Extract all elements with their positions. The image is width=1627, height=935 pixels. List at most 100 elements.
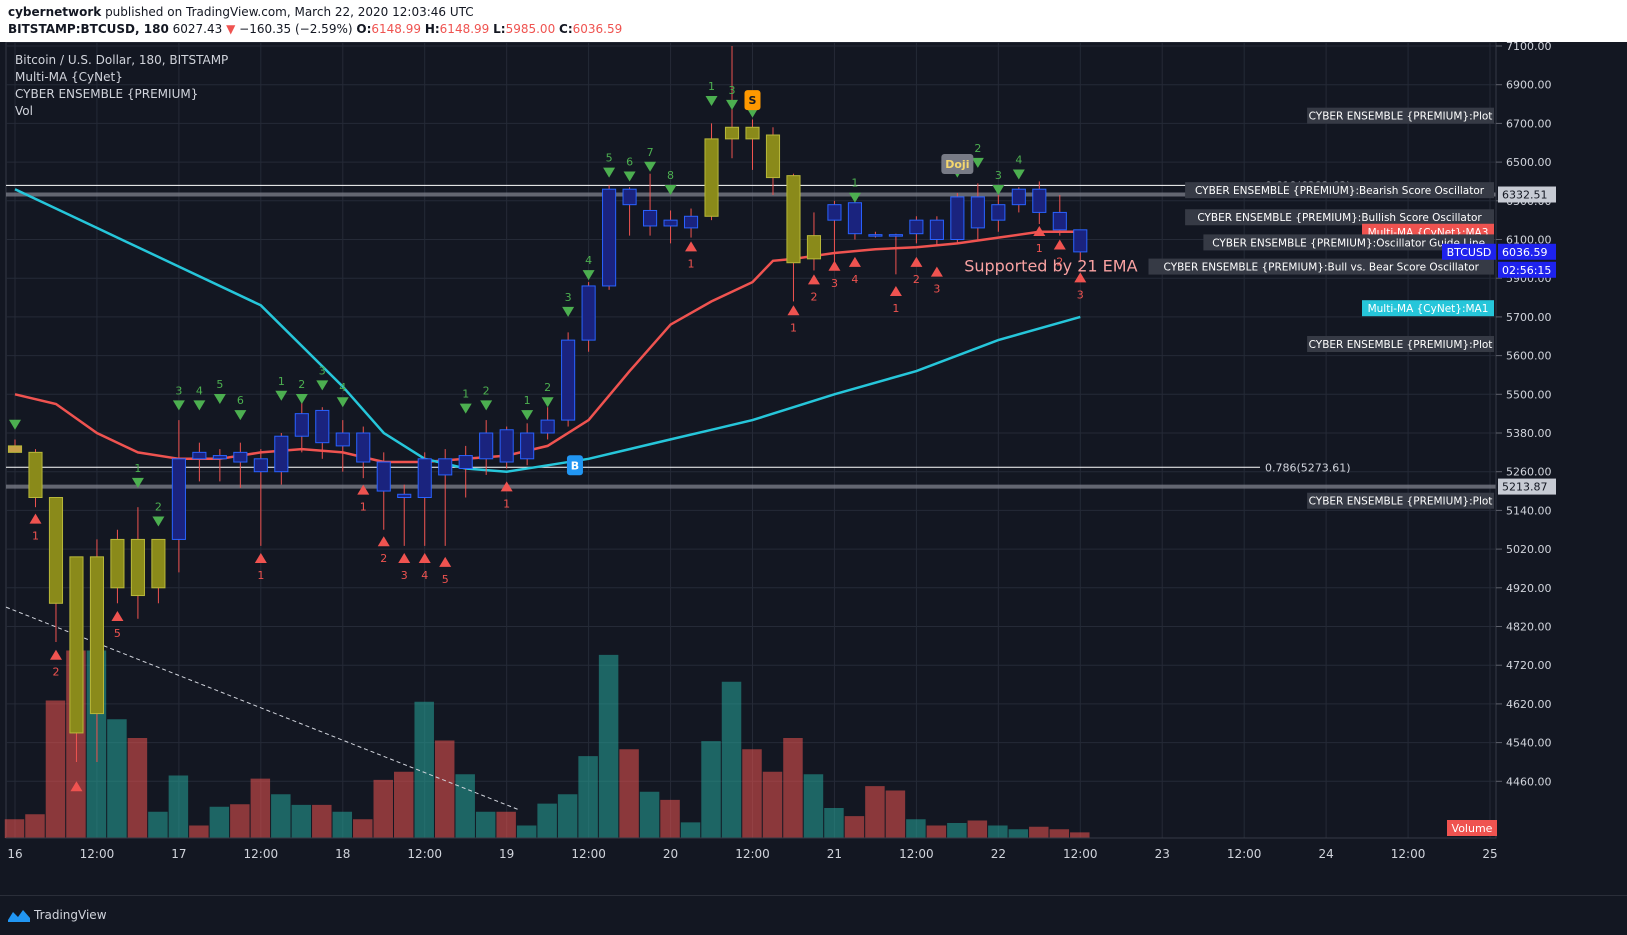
down-arrow-icon <box>664 184 677 195</box>
candle <box>1032 188 1047 213</box>
candle <box>602 188 617 287</box>
time-tick-label: 12:00 <box>899 847 934 861</box>
volume-bar <box>25 814 45 838</box>
time-tick-label: 12:00 <box>735 847 770 861</box>
down-arrow-icon <box>234 410 247 421</box>
candle <box>950 196 965 240</box>
up-arrow-icon <box>29 513 42 524</box>
candle <box>806 235 822 260</box>
down-triangle-icon: ▼ <box>226 22 236 36</box>
candle <box>970 196 985 229</box>
price-tick-label: 4720.00 <box>1506 659 1552 672</box>
down-arrow-icon <box>459 403 472 414</box>
down-arrow-count: 1 <box>524 394 531 407</box>
candle <box>458 455 473 469</box>
indicator-label: CYBER ENSEMBLE {PREMIUM}:Plot <box>1309 496 1493 508</box>
legend-cyber-ensemble[interactable]: CYBER ENSEMBLE {PREMIUM} <box>15 87 199 101</box>
volume-bar <box>660 799 680 838</box>
volume-bar <box>393 771 414 838</box>
publish-line: cybernetwork published on TradingView.co… <box>8 5 474 19</box>
open-value: 6148.99 <box>371 22 421 36</box>
volume-bar <box>271 794 291 838</box>
price-axis[interactable]: 7100.006900.006700.006500.006300.006100.… <box>6 42 1627 894</box>
price-tag-box <box>1498 243 1556 260</box>
time-tick-label: 12:00 <box>407 847 442 861</box>
up-arrow-count: 4 <box>421 569 428 582</box>
volume-bar <box>148 811 168 838</box>
up-arrow-count: 1 <box>503 497 510 510</box>
down-arrow-count: 4 <box>196 384 203 397</box>
up-arrow-count: 5 <box>442 573 449 586</box>
candle <box>7 445 23 453</box>
down-arrow-count: 3 <box>995 169 1002 182</box>
down-arrow-count: 3 <box>175 384 182 397</box>
candle <box>929 219 944 240</box>
down-arrow-icon <box>480 400 493 411</box>
up-arrow-count: 2 <box>810 290 817 303</box>
legend-symbol[interactable]: Bitcoin / U.S. Dollar, 180, BITSTAMP <box>15 53 229 67</box>
price-chart[interactable]: 0.618(6382.63)0.786(5273.61) 12511234511… <box>0 42 1627 894</box>
open-label: O: <box>356 22 372 36</box>
author-name[interactable]: cybernetwork <box>8 5 102 19</box>
signal-marker-text: B <box>571 459 579 472</box>
down-arrow-count: 1 <box>134 462 141 475</box>
down-arrow-count: 2 <box>974 142 981 155</box>
candle <box>89 556 104 715</box>
volume-bar <box>332 811 353 838</box>
tradingview-logo-icon <box>8 910 30 922</box>
indicator-label: Multi-MA {CyNet}:MA1 <box>1368 303 1489 315</box>
volume-bar <box>824 808 844 838</box>
indicator-label-box <box>1185 182 1494 199</box>
volume-bar <box>742 749 762 838</box>
down-arrow-icon <box>848 192 861 203</box>
time-tick-label: 20 <box>663 847 678 861</box>
candle <box>212 455 227 460</box>
volume-bar <box>783 738 803 838</box>
volume-bar <box>762 771 783 838</box>
down-arrow-icon <box>644 161 657 172</box>
up-arrow-icon <box>111 611 124 622</box>
volume-bar <box>107 719 127 838</box>
up-arrow-count: 3 <box>401 569 408 582</box>
close-value: 6036.59 <box>572 22 623 36</box>
up-arrow-icon <box>787 305 800 316</box>
up-arrow-count: 1 <box>257 569 264 582</box>
candle <box>294 413 309 437</box>
volume-bar <box>373 779 393 838</box>
down-arrow-count: 3 <box>565 291 572 304</box>
candle <box>868 234 883 237</box>
up-arrow-icon <box>848 256 861 267</box>
down-arrow-count: 2 <box>155 501 162 514</box>
tradingview-brand[interactable]: TradingView <box>34 908 107 922</box>
volume-bar <box>127 738 148 838</box>
price-tick-label: 4540.00 <box>1506 737 1552 750</box>
legend-multi-ma[interactable]: Multi-MA {CyNet} <box>15 70 123 84</box>
price-change: −160.35 (−2.59%) <box>239 22 353 36</box>
time-tick-label: 12:00 <box>1391 847 1426 861</box>
down-arrow-icon <box>131 477 144 488</box>
candle <box>991 204 1006 221</box>
up-arrow-icon <box>1053 239 1066 250</box>
candle <box>253 458 268 473</box>
publish-header: cybernetwork published on TradingView.co… <box>0 0 1627 42</box>
price-tick-label: 4920.00 <box>1506 582 1552 595</box>
candle <box>1052 211 1067 231</box>
price-tag: 6036.59 <box>1502 246 1548 259</box>
candle <box>315 409 330 444</box>
up-arrow-icon <box>70 781 83 792</box>
time-tick-label: 21 <box>827 847 842 861</box>
up-arrow-count: 1 <box>688 257 695 270</box>
candle <box>28 451 43 499</box>
volume-bar <box>414 701 434 838</box>
candle <box>397 493 412 498</box>
candles <box>7 46 1088 762</box>
volume-bar <box>967 820 988 838</box>
volume-bar <box>496 811 516 838</box>
volume-bar <box>168 775 189 838</box>
candle <box>663 219 678 227</box>
legend-volume[interactable]: Vol <box>15 104 33 118</box>
up-arrow-icon <box>418 552 431 563</box>
signal-marker-text: Doji <box>945 158 969 171</box>
volume-bar <box>250 778 271 838</box>
